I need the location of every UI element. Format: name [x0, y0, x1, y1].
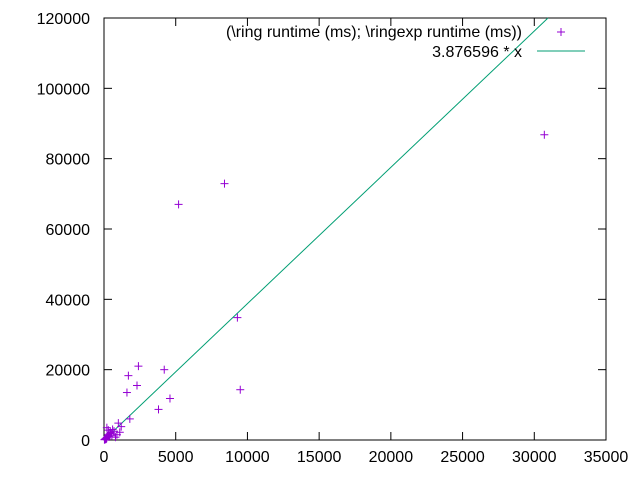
data-point — [236, 385, 245, 394]
x-tick-label: 5000 — [158, 449, 194, 466]
data-point — [115, 428, 124, 437]
legend-label-points: (\ring runtime (ms); \ringexp runtime (m… — [226, 24, 522, 41]
data-point — [233, 313, 242, 322]
plot-frame — [103, 17, 607, 441]
data-point — [174, 200, 183, 209]
data-point — [117, 422, 126, 431]
data-point — [165, 394, 174, 403]
y-tick-label: 0 — [81, 433, 90, 450]
scatter-points — [100, 130, 549, 444]
plot-border — [103, 17, 607, 441]
x-axis: 0 5000 10000 15000 20000 25000 30000 35000 — [100, 18, 629, 466]
legend-marker-plus — [557, 28, 565, 36]
y-tick-label: 80000 — [46, 152, 91, 169]
data-point — [540, 130, 549, 139]
y-tick-label: 100000 — [37, 81, 90, 98]
data-point — [125, 414, 134, 423]
x-tick-label: 10000 — [225, 449, 270, 466]
data-point — [220, 179, 229, 188]
x-tick-label: 35000 — [584, 449, 629, 466]
data-point — [107, 431, 116, 440]
data-point — [122, 388, 131, 397]
data-point — [134, 362, 143, 371]
x-tick-label: 20000 — [369, 449, 414, 466]
legend-marker-points — [557, 28, 565, 36]
x-tick-label: 25000 — [440, 449, 485, 466]
x-tick-label: 15000 — [297, 449, 342, 466]
y-axis: 0 20000 40000 60000 80000 100000 120000 — [37, 11, 606, 450]
data-point — [132, 381, 141, 390]
fit-line-layer — [103, 17, 549, 441]
y-tick-label: 60000 — [46, 222, 91, 239]
fit-line — [103, 17, 549, 441]
legend: (\ring runtime (ms); \ringexp runtime (m… — [226, 24, 585, 61]
data-point — [160, 365, 169, 374]
y-tick-label: 40000 — [46, 292, 91, 309]
x-tick-label: 30000 — [512, 449, 557, 466]
data-point — [106, 428, 115, 437]
y-tick-label: 20000 — [46, 363, 91, 380]
data-point — [104, 426, 113, 435]
data-point — [154, 405, 163, 414]
y-tick-label: 120000 — [37, 11, 90, 28]
legend-label-fit: 3.876596 * x — [432, 44, 522, 61]
x-tick-label: 0 — [100, 449, 109, 466]
data-point — [105, 429, 114, 438]
data-point — [124, 371, 133, 380]
